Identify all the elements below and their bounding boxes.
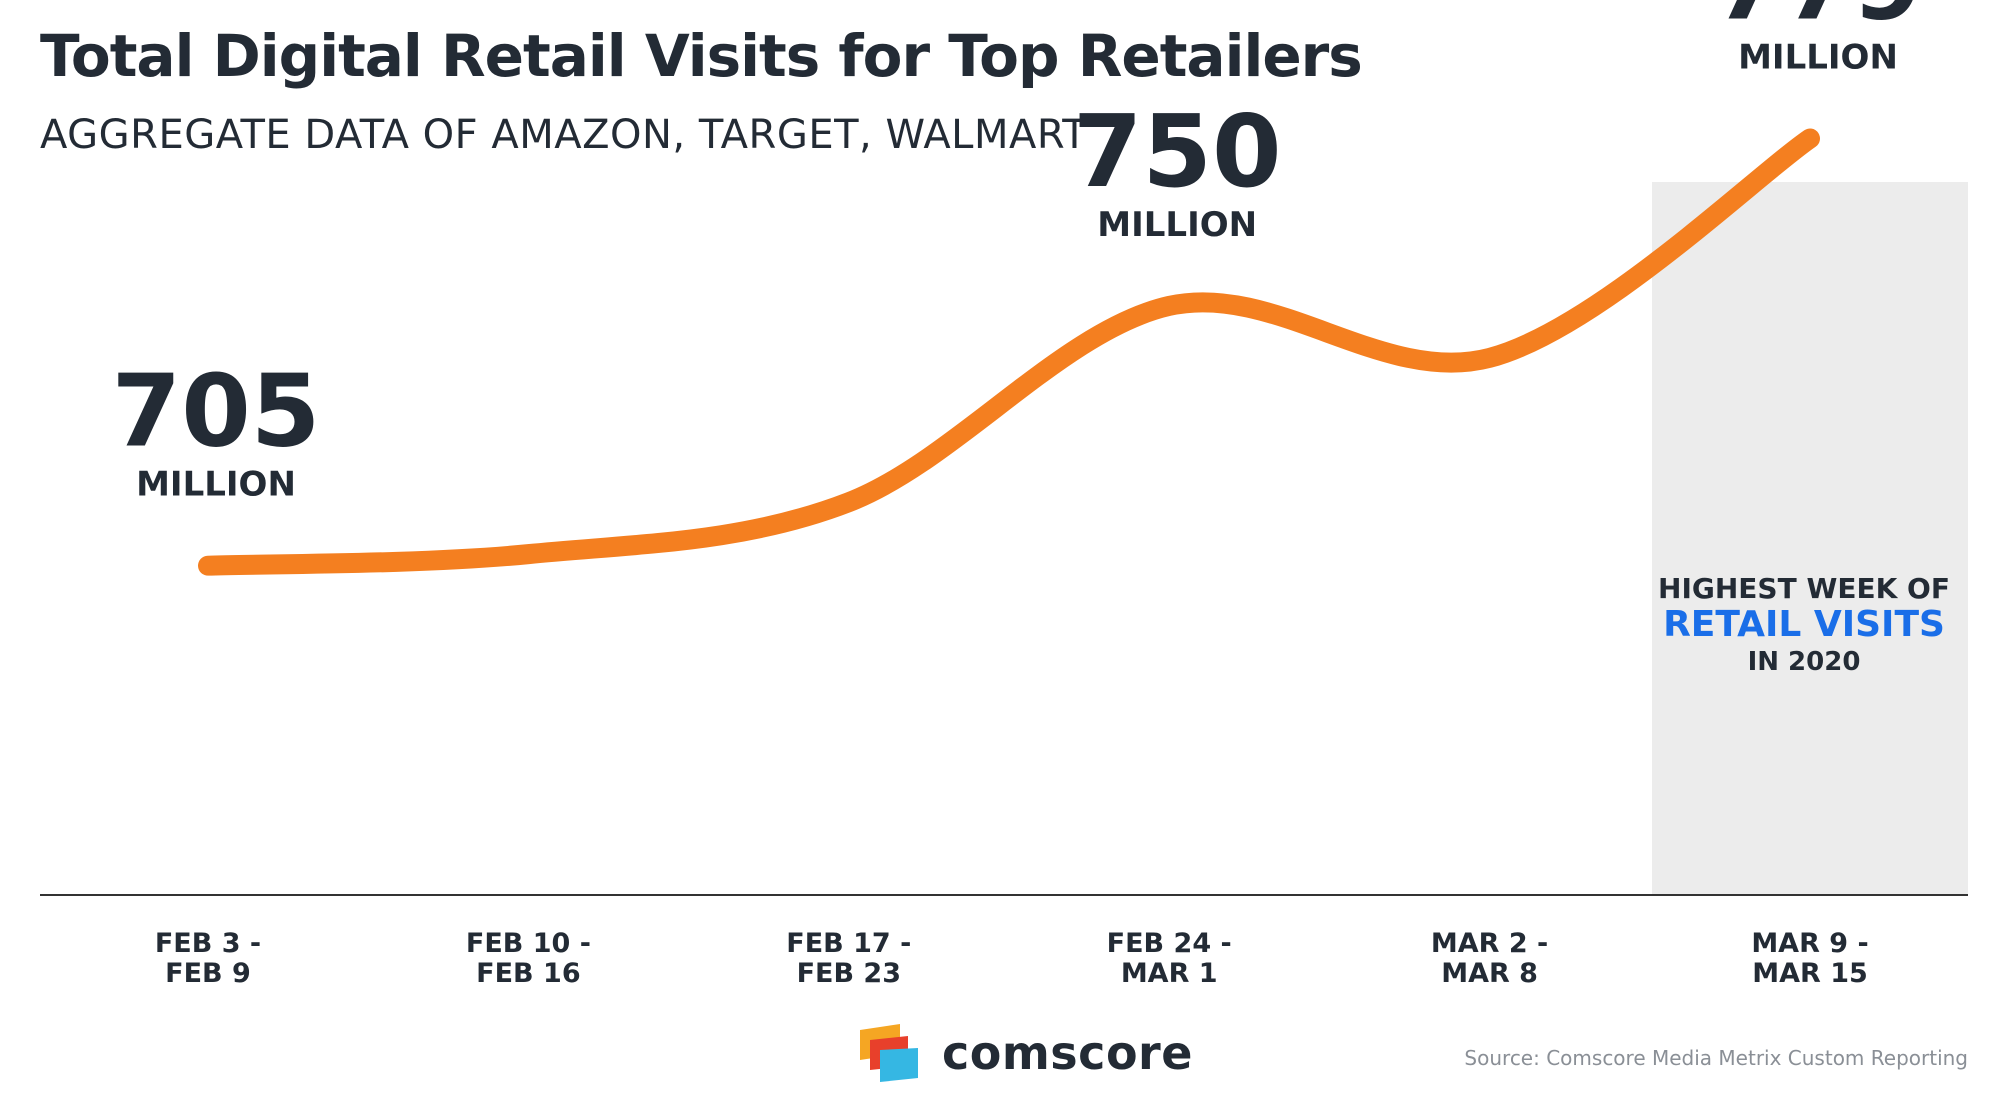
x-tick-label-4-line2: MAR 8 [1441, 958, 1538, 989]
source-note: Source: Comscore Media Metrix Custom Rep… [1464, 1046, 1968, 1070]
highlight-text-accent: RETAIL VISITS [1663, 604, 1945, 645]
chart-subtitle: AGGREGATE DATA OF AMAZON, TARGET, WALMAR… [40, 112, 1088, 158]
x-tick-label-3-line1: FEB 24 - [1107, 928, 1232, 959]
comscore-logo-icon [860, 1024, 918, 1082]
x-tick-label-4-line1: MAR 2 - [1431, 928, 1548, 959]
highlight-band [1652, 182, 1968, 895]
comscore-logo-text: comscore [942, 1026, 1193, 1080]
x-tick-label-0-line1: FEB 3 - [155, 928, 261, 959]
x-tick-label-5-line1: MAR 9 - [1751, 928, 1868, 959]
chart-title: Total Digital Retail Visits for Top Reta… [40, 22, 1363, 90]
x-tick-label-1-line2: FEB 16 [476, 958, 580, 989]
highlight-text-line3: IN 2020 [1748, 647, 1861, 677]
series-line [198, 128, 1820, 576]
data-label-value-0: 705 [112, 353, 321, 470]
data-label-unit-3: MILLION [1097, 205, 1257, 245]
x-tick-label-1-line1: FEB 10 - [466, 928, 591, 959]
data-label-value-3: 750 [1073, 93, 1282, 210]
x-tick-label-0-line2: FEB 9 [165, 958, 251, 989]
highlight-text-line1: HIGHEST WEEK OF [1658, 572, 1950, 605]
data-label-value-5: 779 [1714, 0, 1923, 43]
x-tick-label-2-line1: FEB 17 - [786, 928, 911, 959]
x-tick-label-3-line2: MAR 1 [1121, 958, 1218, 989]
x-tick-label-2-line2: FEB 23 [797, 958, 901, 989]
data-label-unit-0: MILLION [136, 465, 296, 505]
data-label-unit-5: MILLION [1738, 38, 1898, 78]
x-tick-label-5-line2: MAR 15 [1752, 958, 1868, 989]
